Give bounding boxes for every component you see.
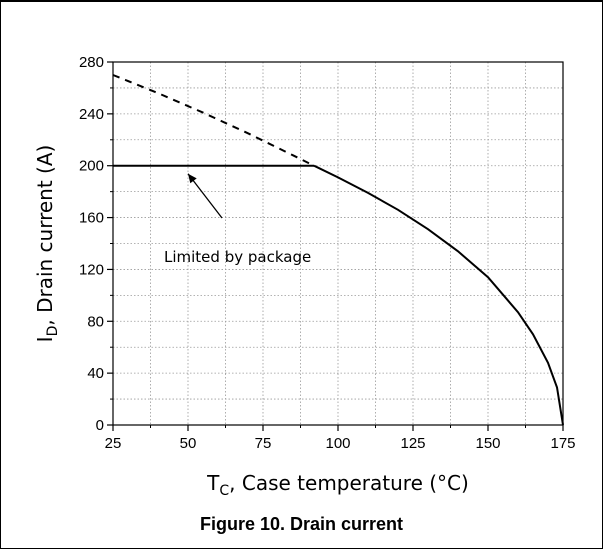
annotation-arrow-head (188, 173, 197, 184)
series-line-3 (313, 164, 564, 426)
annotation-text: Limited by package (164, 248, 311, 266)
y-tick-label: 0 (96, 417, 104, 434)
y-tick-label: 40 (87, 365, 104, 382)
figure-caption: Figure 10. Drain current (199, 514, 404, 534)
series-line-1 (112, 74, 315, 167)
y-tick-label: 120 (79, 261, 104, 278)
x-tick-label: 150 (475, 435, 500, 452)
x-tick-label: 175 (550, 435, 575, 452)
axis-ticks: 25 50 75 100 125 150 175 0 40 80 120 160 200 240 280 (79, 54, 576, 452)
x-tick-label: 125 (400, 435, 425, 452)
x-tick-label: 100 (325, 435, 350, 452)
y-axis-title: ID, Drain current (A) (33, 145, 61, 343)
drain-current-chart: 25 50 75 100 125 150 175 0 40 80 120 160 200 240 280 L… (33, 54, 576, 499)
x-axis-title: TC, Case temperature (°C) (206, 471, 469, 499)
x-tick-label: 75 (255, 435, 272, 452)
x-tick-label: 25 (105, 435, 122, 452)
y-tick-label: 240 (79, 106, 104, 123)
annotation: Limited by package (164, 173, 311, 266)
x-tick-label: 50 (180, 435, 197, 452)
y-tick-label: 160 (79, 210, 104, 227)
grid (113, 62, 563, 425)
y-tick-label: 200 (79, 158, 104, 175)
series-group (112, 74, 564, 426)
annotation-arrow (187, 173, 223, 219)
y-tick-label: 80 (87, 313, 104, 330)
y-tick-label: 280 (79, 54, 104, 71)
